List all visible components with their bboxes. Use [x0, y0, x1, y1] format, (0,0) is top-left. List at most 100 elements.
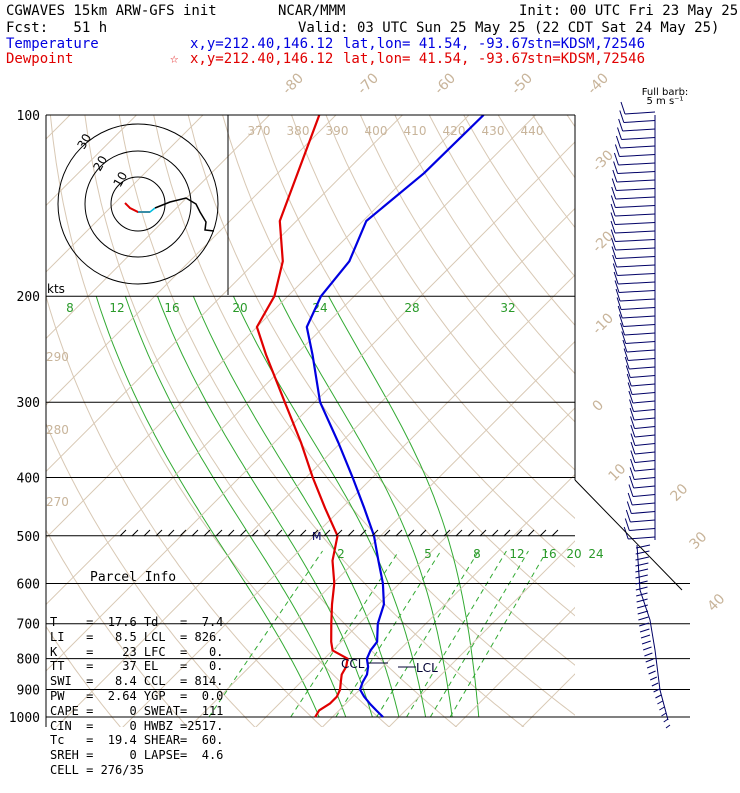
wind-barb-lower [641, 635, 650, 638]
wind-barb-lower [643, 647, 651, 650]
dry-adiabat-label: 290 [46, 350, 69, 364]
pressure-tick-label: 600 [17, 577, 40, 592]
moist-adiabat-start-label: 12 [109, 301, 124, 315]
mixing-ratio-label: 24 [588, 547, 603, 561]
moist-adiabat-label: 370 [248, 124, 271, 138]
wind-barb-lower [657, 701, 662, 704]
mixing-ratio-label: 16 [541, 547, 556, 561]
wind-barb [617, 180, 655, 182]
isotherm [453, 102, 740, 730]
wind-barb [635, 461, 655, 463]
isotherm-label: -40 [585, 70, 612, 97]
wind-barb-flag [625, 519, 629, 531]
moist-adiabat-label: 440 [521, 124, 544, 138]
wind-barb [623, 129, 655, 131]
moist-adiabat-label: 380 [287, 124, 310, 138]
isotherm-label: 20 [668, 481, 692, 505]
wind-barb [633, 401, 655, 403]
wind-barb-lower [646, 659, 654, 662]
mixing-ratio-line [430, 551, 528, 717]
hatch-mark [240, 530, 246, 536]
wind-barb [631, 512, 655, 514]
hodograph-ring-label: 10 [110, 169, 130, 189]
pressure-tick-label: 900 [17, 683, 40, 698]
hodograph-ring-label: 30 [74, 131, 94, 151]
dry-adiabat [670, 115, 740, 730]
hatch-mark [528, 530, 534, 536]
dry-adiabat [223, 115, 730, 730]
hatch-mark [408, 530, 414, 536]
wind-barb [615, 231, 655, 233]
isotherm [320, 102, 740, 730]
mixing-ratio-line [209, 551, 323, 717]
wind-barb-flag [619, 119, 623, 131]
wind-barb-lower [666, 725, 670, 728]
mixing-ratio-label: 2 [337, 547, 345, 561]
right-axis-skew [575, 480, 682, 590]
pressure-tick-label: 200 [17, 290, 40, 305]
wind-barb-lower [635, 569, 648, 572]
moist-adiabat-label: 390 [326, 124, 349, 138]
wind-barb-lower [649, 671, 656, 674]
wind-barb [630, 376, 655, 378]
hatch-mark [132, 530, 138, 536]
wind-barb-lower [652, 683, 658, 686]
moist-adiabat-start-label: 28 [404, 301, 419, 315]
barb-legend-line2: 5 m s⁻¹ [647, 96, 684, 107]
wind-barb-flag [626, 510, 630, 522]
hatch-mark [120, 530, 126, 536]
moist-adiabat-label: 400 [365, 124, 388, 138]
wind-barb-flag [618, 128, 622, 140]
wind-barb [618, 172, 655, 174]
pressure-tick-label: 500 [17, 530, 40, 545]
wind-barb-lower [647, 665, 654, 668]
mixing-ratio-line [291, 551, 399, 717]
wind-barb [620, 299, 655, 301]
ccl-label: CCL [341, 657, 365, 671]
hatch-mark [288, 530, 294, 536]
wind-barb-lower [655, 695, 661, 698]
hatch-mark [432, 530, 438, 536]
isotherm-label: -70 [355, 70, 382, 97]
hatch-mark [276, 530, 282, 536]
isotherm-label: 40 [705, 591, 729, 615]
parcel-info-title: Parcel Info [50, 571, 223, 586]
wind-barb-flag [614, 162, 618, 174]
wind-barb [619, 155, 655, 157]
wind-barb-lower [637, 599, 648, 602]
parcel-info-row: TT = 37 EL = 0. [50, 659, 223, 674]
dry-adiabat [533, 115, 740, 730]
wind-barb-flag [620, 111, 624, 123]
hatch-mark [492, 530, 498, 536]
isotherm-label: 0 [590, 397, 608, 415]
parcel-info-row: CIN = 0 HWBZ =2517. [50, 719, 223, 734]
wind-barb [625, 333, 655, 335]
isotherm-label: 30 [687, 529, 711, 553]
hatch-mark [456, 530, 462, 536]
pressure-tick-label: 400 [17, 471, 40, 486]
wind-barb-lower [640, 629, 649, 632]
hodograph-trace-low [125, 203, 150, 212]
hatch-mark [420, 530, 426, 536]
wind-barb [617, 274, 655, 276]
moist-adiabat-start-label: 20 [232, 301, 247, 315]
wind-barb [618, 282, 655, 284]
wind-barb-lower [650, 677, 657, 680]
wind-barb-lower [636, 587, 648, 590]
moist-adiabat-start-label: 8 [66, 301, 74, 315]
wind-barb [631, 384, 655, 386]
parcel-info-row: SREH = 0 LAPSE= 4.6 [50, 748, 223, 763]
wind-barb [615, 206, 655, 208]
wind-barb [616, 197, 655, 199]
wind-barb [635, 427, 655, 429]
dry-adiabat [429, 115, 740, 730]
wind-barb [616, 248, 655, 250]
hatch-mark [468, 530, 474, 536]
wind-barb-lower [662, 713, 667, 716]
wind-barb [617, 265, 655, 267]
dry-adiabat-label: 270 [46, 495, 69, 509]
wind-barb [632, 503, 655, 505]
wind-barb-flag [629, 485, 633, 497]
hatch-mark [504, 530, 510, 536]
